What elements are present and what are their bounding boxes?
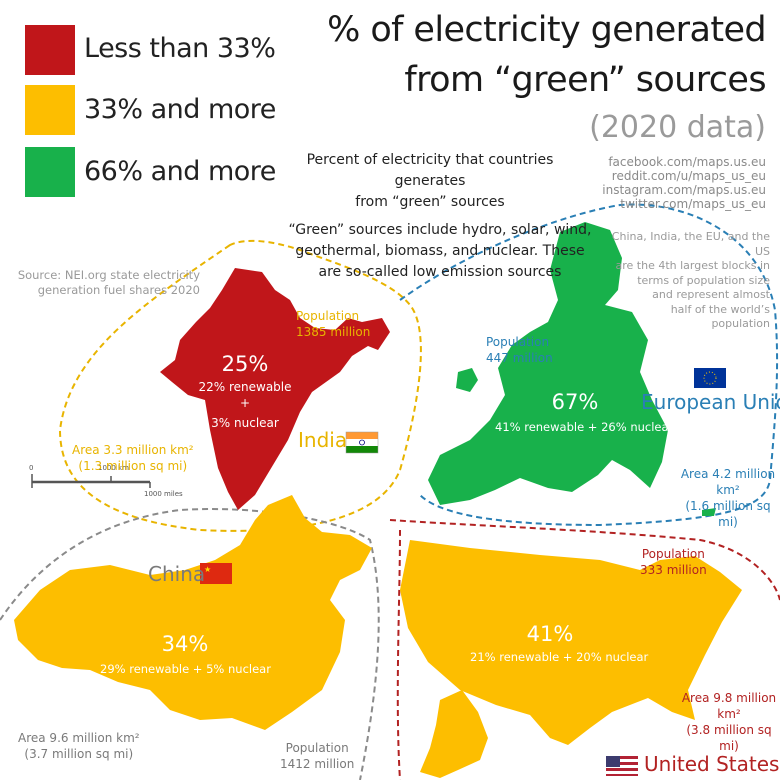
india-percent: 25%	[221, 352, 269, 376]
social-instagram: instagram.com/maps.us.eu	[602, 183, 766, 197]
india-flag-icon	[345, 431, 379, 454]
eu-area: Area 4.2 million km² (1.6 million sq mi)	[676, 466, 780, 530]
usa-shape	[400, 540, 742, 745]
china-region-outline	[0, 508, 380, 780]
svg-text:★: ★	[204, 565, 211, 574]
legend-swatch-low	[25, 25, 75, 75]
china-flag-icon: ★	[200, 563, 232, 584]
eu-population-label: Population	[486, 335, 550, 349]
description-line1: Percent of electricity that countries ge…	[306, 152, 554, 189]
usa-area-mi: (3.8 million sq mi)	[686, 723, 772, 753]
description: Percent of electricity that countries ge…	[270, 150, 590, 213]
usa-population-value: 333 million	[640, 563, 707, 577]
ireland-shape	[456, 368, 478, 392]
cyprus-shape	[702, 508, 716, 516]
blocks-note-line3: terms of population size	[637, 273, 770, 287]
legend-swatch-high	[25, 147, 75, 197]
china-population-value: 1412 million	[280, 757, 355, 771]
blocks-note-line4: and represent almost	[652, 288, 770, 301]
alaska-shape	[420, 690, 488, 778]
china-population-label: Population	[285, 741, 349, 755]
eu-breakdown: 41% renewable + 26% nuclear	[495, 420, 674, 434]
china-area-mi: (3.7 million sq mi)	[24, 747, 134, 761]
india-name: India	[298, 428, 348, 452]
india-area-km: Area 3.3 million km²	[72, 443, 194, 457]
legend-label-low: Less than 33%	[84, 33, 276, 64]
usa-area: Area 9.8 million km² (3.8 million sq mi)	[678, 690, 780, 754]
usa-region-outline	[389, 519, 780, 601]
usa-population-label: Population	[641, 547, 705, 561]
green-note-line1: “Green” sources include hydro, solar, wi…	[288, 222, 592, 238]
usa-percent: 41%	[526, 622, 574, 646]
india-region-outline	[58, 239, 422, 532]
eu-area-mi: (1.6 million sq mi)	[685, 499, 771, 529]
page-subtitle-year: (2020 data)	[589, 110, 766, 145]
social-reddit: reddit.com/u/maps_us_eu	[611, 169, 766, 183]
usa-flag-icon	[606, 756, 638, 776]
blocks-note-line6: population	[711, 317, 770, 330]
blocks-note-line1: China, India, the EU, and the US	[611, 230, 770, 258]
eu-shape	[428, 222, 668, 505]
source-line2: generation fuel shares 2020	[37, 283, 200, 297]
scale-label-miles: 1000 miles	[144, 490, 183, 498]
usa-region-outline-inner	[396, 529, 401, 780]
india-area: Area 3.3 million km² (1.3 million sq mi)	[72, 442, 194, 474]
eu-population-value: 447 million	[486, 351, 553, 365]
usa-name: United States	[644, 752, 780, 776]
india-population-label: Population	[296, 309, 360, 323]
china-shape	[14, 495, 372, 730]
eu-area-km: Area 4.2 million km²	[680, 467, 776, 497]
green-sources-note: “Green” sources include hydro, solar, wi…	[270, 220, 610, 283]
blocks-note-line5: half of the world’s	[670, 302, 770, 316]
page-title-line2: from “green” sources	[404, 60, 766, 100]
eu-percent: 67%	[551, 390, 599, 414]
scale-label-zero: 0	[29, 464, 34, 472]
india-area-mi: (1.3 million sq mi)	[78, 459, 188, 473]
eu-region-outline	[399, 203, 779, 527]
green-note-line3: are so-called low emission sources	[318, 264, 562, 280]
social-facebook: facebook.com/maps.us.eu	[608, 155, 766, 169]
blocks-note: China, India, the EU, and the US are the…	[595, 230, 770, 332]
usa-breakdown: 21% renewable + 20% nuclear	[470, 650, 649, 664]
china-breakdown: 29% renewable + 5% nuclear	[100, 662, 271, 676]
china-area-km: Area 9.6 million km²	[18, 731, 140, 745]
source-note: Source: NEI.org state electricity genera…	[10, 268, 200, 298]
china-area: Area 9.6 million km² (3.7 million sq mi)	[18, 730, 140, 762]
india-plus: +	[239, 396, 251, 410]
legend-swatch-mid	[25, 85, 75, 135]
green-note-line2: geothermal, biomass, and nuclear. These	[295, 243, 585, 259]
page-title-line1: % of electricity generated	[327, 10, 766, 50]
usa-area-km: Area 9.8 million km²	[681, 691, 777, 721]
legend-label-high: 66% and more	[84, 156, 276, 187]
legend-label-mid: 33% and more	[84, 94, 276, 125]
india-renewable: 22% renewable	[198, 380, 292, 394]
india-population: Population 1385 million	[296, 308, 370, 340]
india-nuclear: 3% nuclear	[211, 416, 279, 430]
social-twitter: twitter.com/maps_us_eu	[620, 197, 766, 211]
china-percent: 34%	[161, 632, 209, 656]
eu-flag-icon	[694, 368, 726, 388]
description-line2: from “green” sources	[355, 194, 505, 210]
india-shape	[160, 268, 390, 510]
eu-population: Population 447 million	[486, 334, 553, 366]
china-name: China	[148, 562, 206, 586]
scale-label-km: 1000 km	[98, 464, 129, 472]
eu-name: European Union	[641, 390, 780, 414]
source-line1: Source: NEI.org state electricity	[17, 268, 200, 282]
india-population-value: 1385 million	[296, 325, 371, 339]
china-population: Population 1412 million	[280, 740, 354, 772]
blocks-note-line2: are the 4th largest blocks in	[615, 259, 770, 272]
usa-population: Population 333 million	[640, 546, 707, 578]
